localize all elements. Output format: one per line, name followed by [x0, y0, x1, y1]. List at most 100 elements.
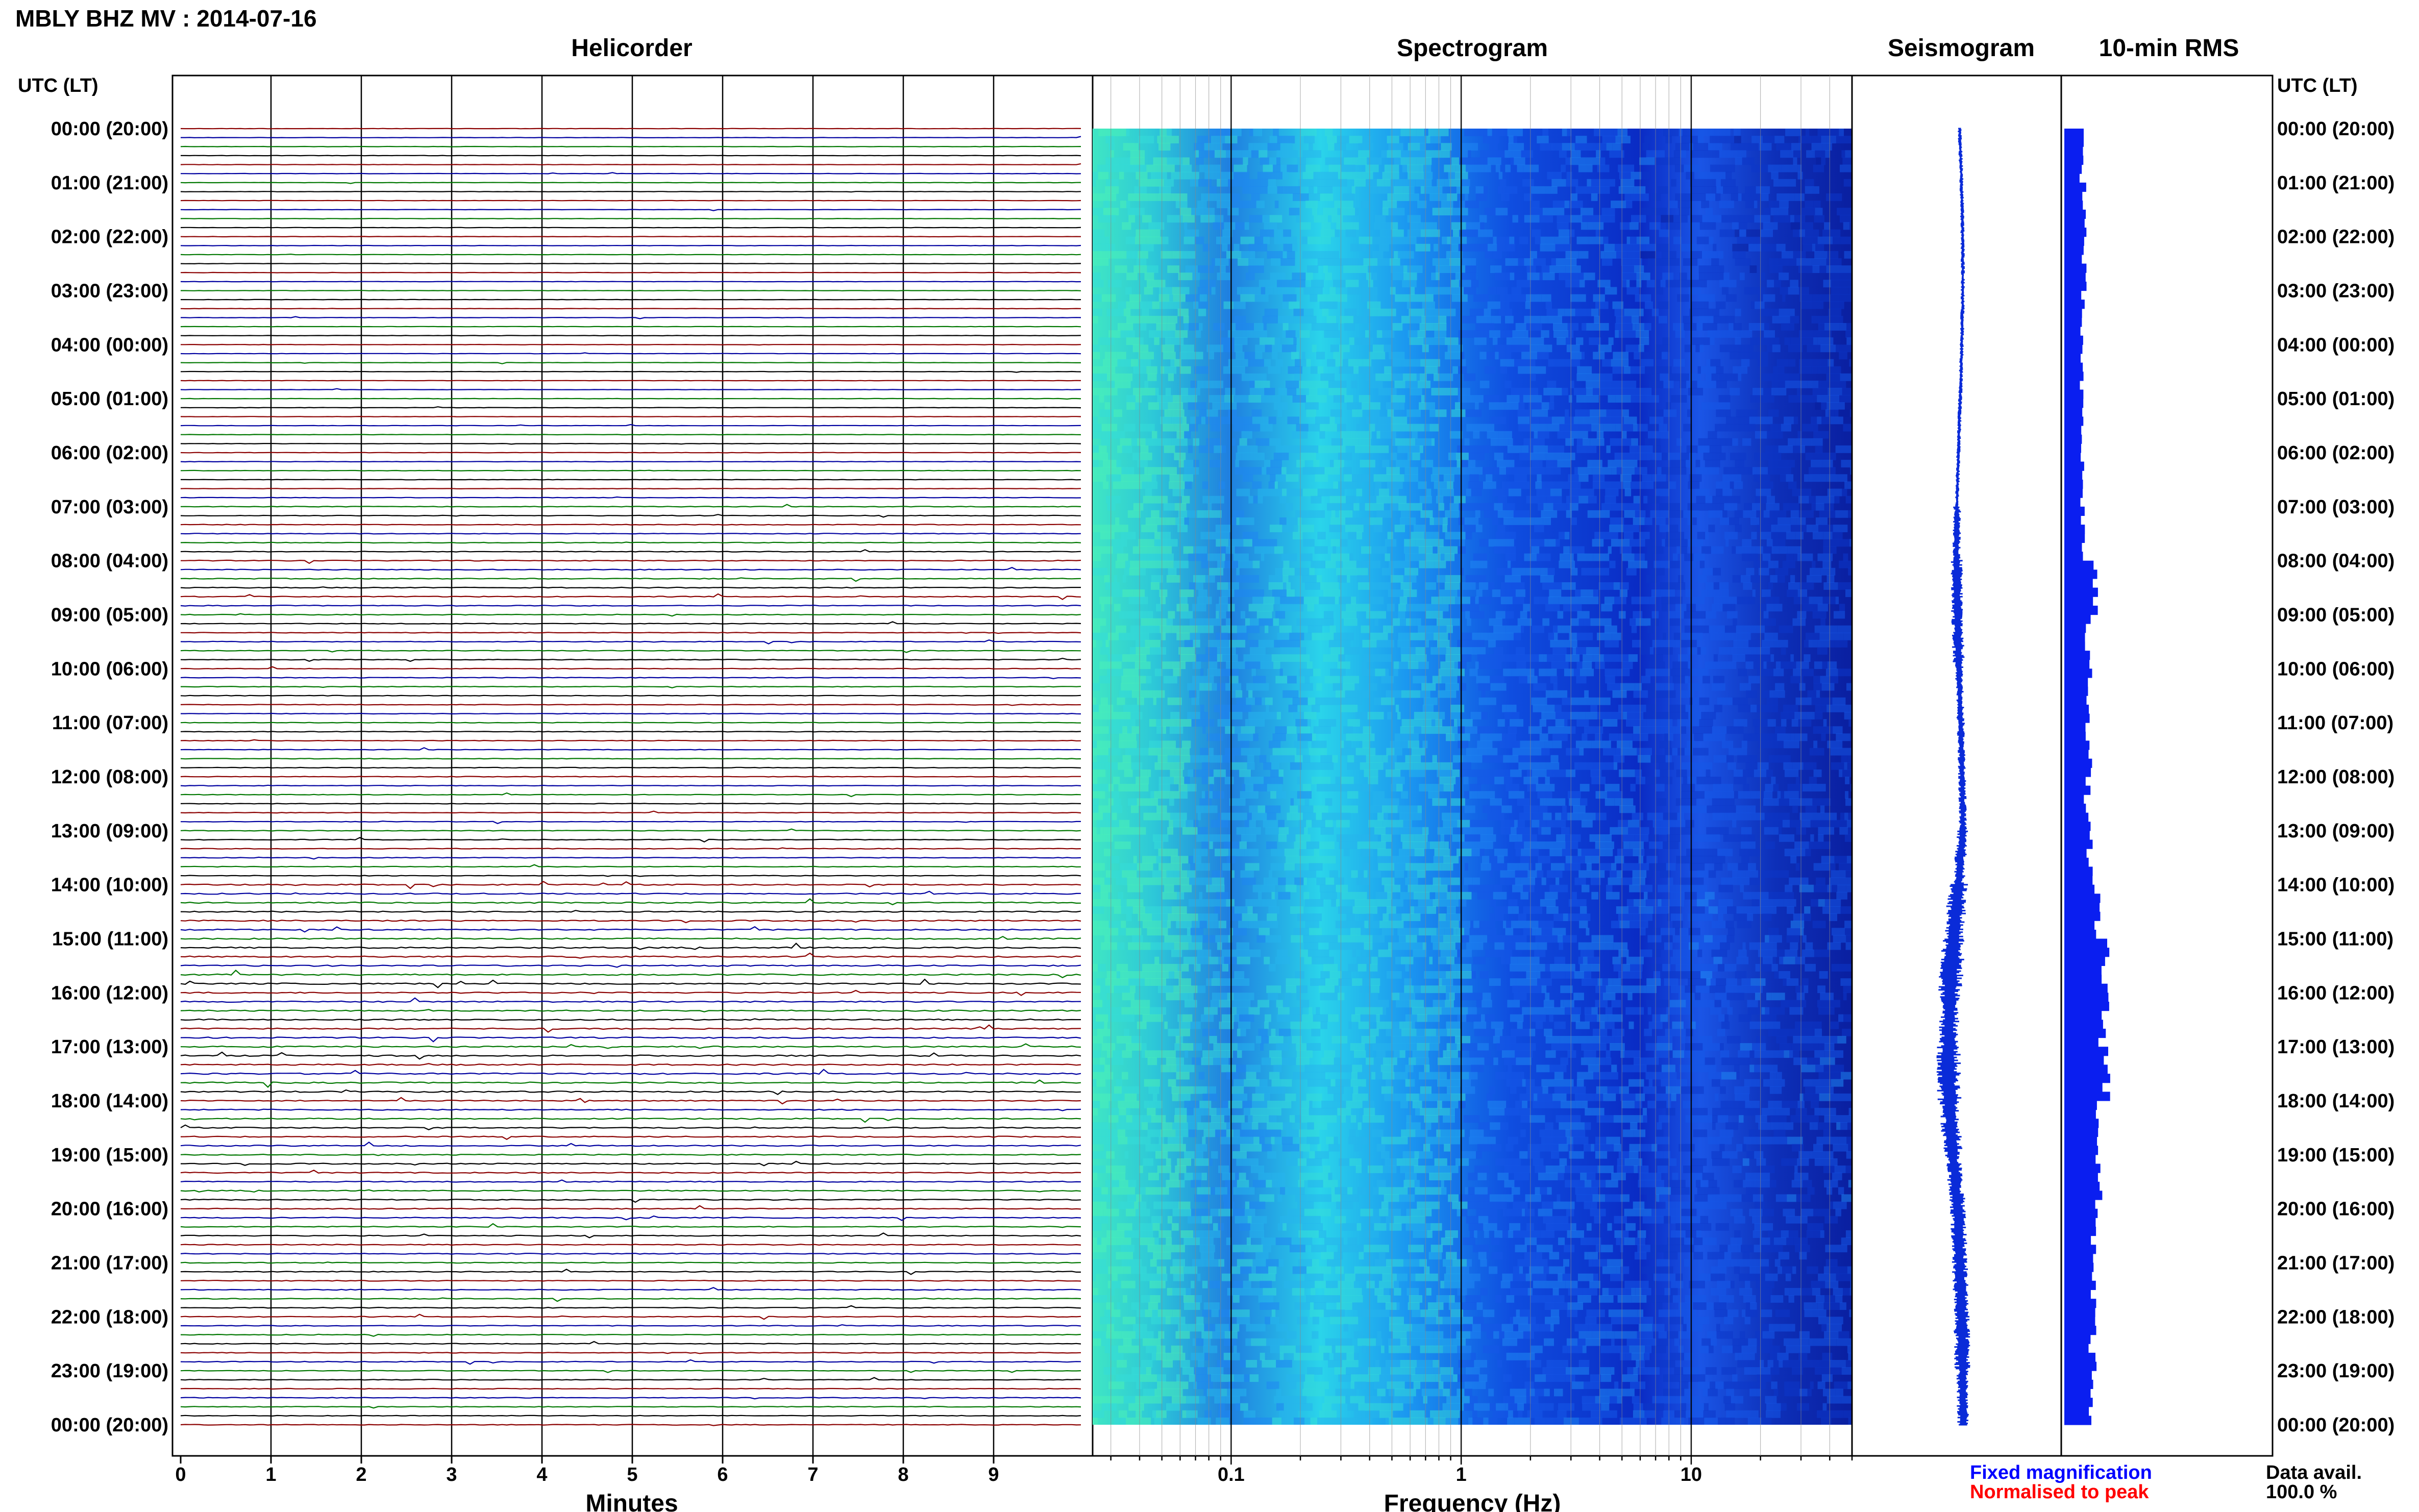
spectrogram-cell — [1169, 791, 1180, 799]
spectrogram-cell — [1360, 762, 1373, 770]
spectrogram-cell — [1822, 661, 1828, 670]
spectrogram-cell — [1138, 690, 1153, 698]
spectrogram-cell — [1738, 193, 1742, 201]
spectrogram-cell — [1779, 201, 1789, 208]
spectrogram-cell — [1126, 402, 1130, 410]
spectrogram-cell — [1500, 330, 1513, 338]
spectrogram-cell — [1307, 236, 1322, 244]
spectrogram-cell — [1822, 597, 1836, 605]
spectrogram-cell — [1698, 625, 1709, 633]
spectrogram-cell — [1277, 186, 1284, 194]
spectrogram-cell — [1225, 546, 1235, 554]
spectrogram-cell — [1344, 647, 1361, 655]
time-axis-label-left: UTC (LT) — [18, 75, 98, 96]
spectrogram-cell — [1575, 697, 1591, 705]
spectrogram-cell — [1163, 503, 1175, 511]
spectrogram-cell — [1322, 308, 1329, 316]
spectrogram-cell — [1397, 805, 1404, 813]
spectrogram-cell — [1146, 164, 1161, 172]
time-tick-label-right: 21:00 (17:00) — [2277, 1253, 2395, 1274]
spectrogram-cell — [1598, 863, 1611, 871]
spectrogram-cell — [1341, 777, 1349, 784]
spectrogram-cell — [1640, 352, 1646, 360]
spectrogram-cell — [1603, 424, 1616, 432]
spectrogram-cell — [1591, 193, 1598, 201]
spectrogram-cell — [1809, 777, 1817, 784]
spectrogram-cell — [1221, 589, 1235, 597]
spectrogram-cell — [1798, 510, 1814, 518]
spectrogram-cell — [1467, 618, 1471, 626]
spectrogram-cell — [1520, 330, 1525, 338]
spectrogram-cell — [1417, 870, 1426, 878]
spectrogram-cell — [1336, 834, 1349, 842]
spectrogram-cell — [1547, 654, 1559, 662]
spectrogram-cell — [1350, 243, 1366, 252]
spectrogram-cell — [1333, 481, 1338, 489]
spectrogram-cell — [1463, 395, 1468, 403]
spectrogram-cell — [1570, 157, 1586, 165]
spectrogram-cell — [1507, 129, 1523, 136]
spectrogram-cell — [1338, 632, 1348, 640]
spectrogram-cell — [1848, 812, 1852, 821]
spectrogram-cell — [1269, 438, 1281, 446]
spectrogram-cell — [1264, 308, 1278, 316]
spectrogram-cell — [1401, 315, 1410, 324]
spectrogram-cell — [1306, 661, 1313, 670]
spectrogram-cell — [1443, 856, 1459, 864]
spectrogram-cell — [1480, 222, 1485, 230]
spectrogram-cell — [1441, 877, 1451, 885]
spectrogram-cell — [1148, 193, 1157, 201]
spectrogram-cell — [1130, 150, 1139, 158]
spectrogram-cell — [1337, 661, 1350, 670]
spectrogram-cell — [1190, 179, 1194, 187]
spectrogram-cell — [1763, 546, 1772, 554]
spectrogram-cell — [1485, 424, 1494, 432]
helicorder-trace — [180, 1305, 1081, 1309]
spectrogram-cell — [1562, 582, 1576, 590]
spectrogram-cell — [1568, 272, 1584, 281]
spectrogram-cell — [1222, 445, 1226, 453]
spectrogram-cell — [1491, 805, 1502, 813]
helicorder-trace — [180, 731, 1081, 733]
spectrogram-cell — [1187, 784, 1197, 791]
spectrogram-cell — [1830, 748, 1846, 756]
spectrogram-cell — [1785, 380, 1799, 388]
spectrogram-cell — [1582, 215, 1591, 223]
spectrogram-cell — [1462, 143, 1478, 151]
spectrogram-cell — [1126, 315, 1139, 324]
spectrogram-cell — [1420, 359, 1433, 367]
spectrogram-cell — [1645, 301, 1653, 309]
spectrogram-cell — [1593, 294, 1605, 302]
spectrogram-cell — [1454, 719, 1458, 727]
spectrogram-cell — [1818, 834, 1824, 842]
spectrogram-cell — [1611, 467, 1617, 475]
spectrogram-cell — [1432, 755, 1437, 763]
spectrogram-cell — [1310, 856, 1325, 864]
spectrogram-cell — [1147, 373, 1157, 381]
spectrogram-cell — [1303, 136, 1315, 143]
spectrogram-cell — [1845, 215, 1852, 223]
helicorder-traces — [180, 128, 1081, 1426]
spectrogram-cell — [1624, 532, 1634, 540]
spectrogram-cell — [1409, 308, 1425, 316]
spectrogram-cell — [1238, 366, 1245, 374]
spectrogram-cell — [1582, 884, 1590, 893]
spectrogram-cell — [1456, 186, 1469, 194]
spectrogram-cell — [1275, 611, 1286, 619]
spectrogram-cell — [1750, 337, 1765, 345]
spectrogram-cell — [1736, 409, 1745, 417]
spectrogram-cell — [1340, 431, 1351, 439]
spectrogram-cell — [1447, 236, 1451, 244]
spectrogram-cell — [1290, 236, 1297, 244]
spectrogram-cell — [1346, 604, 1359, 612]
spectrogram-cell — [1413, 762, 1425, 770]
spectrogram-cell — [1701, 236, 1709, 244]
spectrogram-cell — [1446, 488, 1454, 497]
spectrogram-cell — [1509, 834, 1518, 842]
spectrogram-cell — [1495, 352, 1499, 360]
helicorder-trace — [180, 1424, 1081, 1426]
spectrogram-cell — [1483, 136, 1499, 143]
spectrogram-cell — [1460, 582, 1476, 590]
spectrogram-cell — [1283, 560, 1290, 568]
spectrogram-cell — [1450, 798, 1465, 806]
